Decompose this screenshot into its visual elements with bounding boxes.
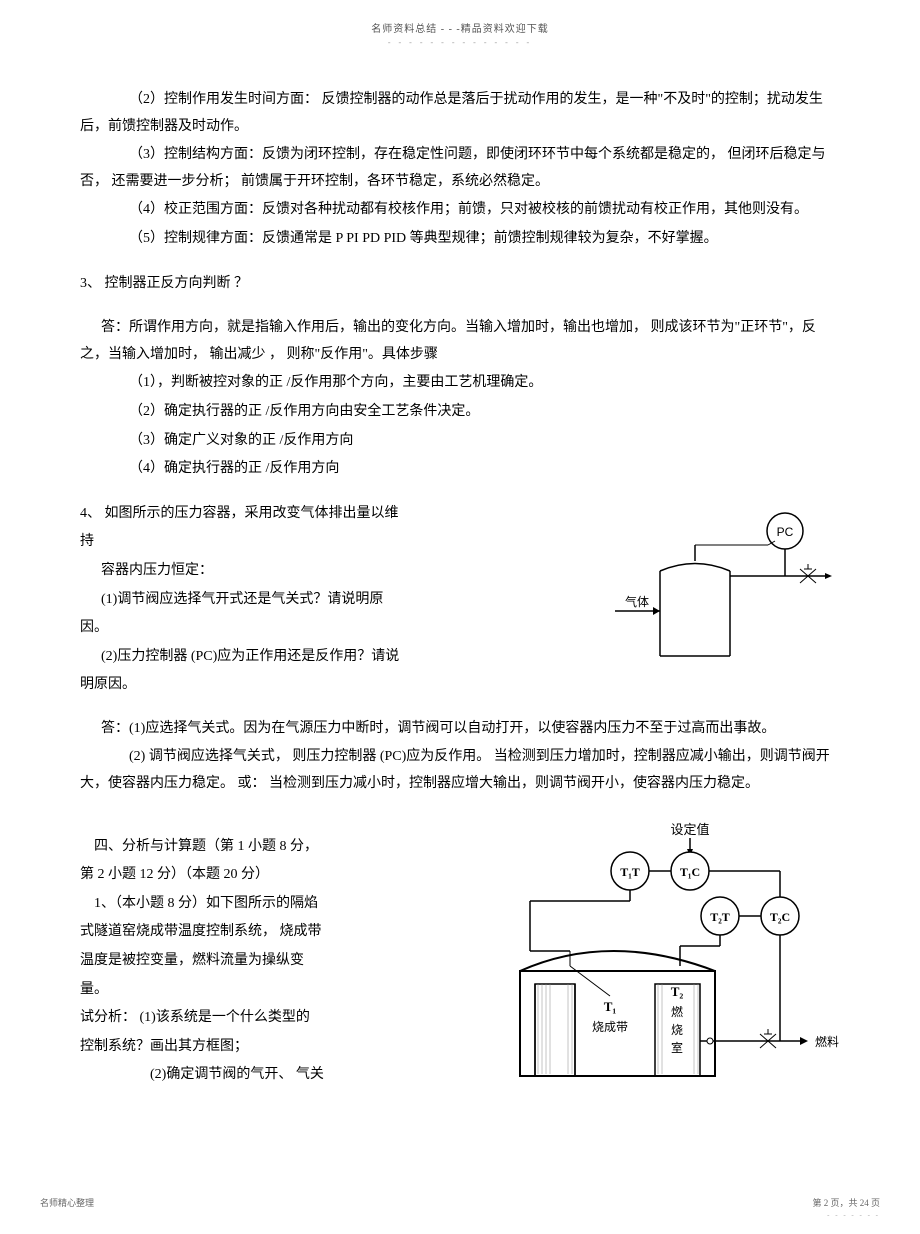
q4-line3: (1)调节阀应选择气开式还是气关式？请说明原	[80, 587, 580, 614]
main-content: （2）控制作用发生时间方面： 反馈控制器的动作总是落后于扰动作用的发生，是一种"…	[80, 87, 840, 1106]
calc-title1: 四、分析与计算题（第 1 小题 8 分，	[80, 834, 450, 861]
calc-q1c: 温度是被控变量，燃料流量为操纵变	[80, 948, 450, 975]
calc-q1e: 试分析： (1)该系统是一个什么类型的	[80, 1005, 450, 1032]
para-2: （2）控制作用发生时间方面： 反馈控制器的动作总是落后于扰动作用的发生，是一种"…	[80, 87, 840, 140]
calc-q1b: 式隧道窑烧成带温度控制系统， 烧成带	[80, 919, 450, 946]
zone1-label: 烧成带	[592, 1020, 628, 1034]
zone2a: 燃	[671, 1004, 683, 1019]
footer-right: 第 2 页，共 24 页	[812, 1196, 880, 1209]
t1c-label: T₁C	[680, 865, 700, 879]
q4-figure: PC 气体	[590, 501, 840, 682]
t2t-label: T₂T	[710, 910, 730, 924]
calc-title2: 第 2 小题 12 分）（本题 20 分）	[80, 862, 450, 889]
q4-line1: 4、 如图所示的压力容器，采用改变气体排出量以维	[80, 501, 580, 528]
pc-label: PC	[777, 525, 794, 539]
zone2c: 室	[671, 1040, 683, 1055]
footer-dots: - - - - - - -	[827, 1211, 880, 1219]
q4-line1b: 持	[80, 529, 580, 556]
header-dots: - - - - - - - - - - - - - -	[80, 38, 840, 47]
q4-ans2: (2) 调节阀应选择气关式， 则压力控制器 (PC)应为反作用。 当检测到压力增…	[80, 744, 840, 797]
t2c-label: T₂C	[770, 910, 790, 924]
q4-line3b: 因。	[80, 615, 580, 642]
calc-q1d: 量。	[80, 977, 450, 1004]
q3-answer: 答：所谓作用方向，就是指输入作用后，输出的变化方向。当输入增加时，输出也增加， …	[80, 315, 840, 368]
q4-text: 4、 如图所示的压力容器，采用改变气体排出量以维 持 容器内压力恒定： (1)调…	[80, 501, 580, 701]
calc-text: 四、分析与计算题（第 1 小题 8 分， 第 2 小题 12 分）（本题 20 …	[80, 816, 450, 1091]
q3-title: 3、 控制器正反方向判断 ？	[80, 271, 840, 298]
calc-figure: 设定值 T₁T T₁C T₂T T₂C	[460, 816, 840, 1107]
footer-left: 名师精心整理	[40, 1196, 94, 1209]
zone2b: 烧	[671, 1023, 683, 1037]
q3-s3: （3）确定广义对象的正 /反作用方向	[80, 428, 840, 455]
gas-label: 气体	[625, 594, 649, 609]
q4-line4b: 明原因。	[80, 672, 580, 699]
q4-section: 4、 如图所示的压力容器，采用改变气体排出量以维 持 容器内压力恒定： (1)调…	[80, 501, 840, 701]
t2-label: T₂	[671, 984, 684, 999]
calc-q1g: (2)确定调节阀的气开、 气关	[80, 1062, 450, 1089]
t1-label: T₁	[604, 999, 617, 1014]
calc-q1a: 1、（本小题 8 分）如下图所示的隔焰	[80, 891, 450, 918]
fuel-label: 燃料	[815, 1034, 839, 1049]
calc-section: 四、分析与计算题（第 1 小题 8 分， 第 2 小题 12 分）（本题 20 …	[80, 816, 840, 1107]
para-5: （5）控制规律方面：反馈通常是 P PI PD PID 等典型规律；前馈控制规律…	[80, 226, 840, 253]
q4-line4: (2)压力控制器 (PC)应为正作用还是反作用？请说	[80, 644, 580, 671]
q4-line2: 容器内压力恒定：	[80, 558, 580, 585]
q3-s2: （2）确定执行器的正 /反作用方向由安全工艺条件决定。	[80, 399, 840, 426]
calc-q1f: 控制系统？画出其方框图；	[80, 1034, 450, 1061]
t1t-label: T₁T	[620, 865, 640, 879]
q4-ans1: 答：(1)应选择气关式。因为在气源压力中断时，调节阀可以自动打开，以使容器内压力…	[80, 716, 840, 743]
setpoint-label: 设定值	[670, 822, 709, 837]
para-3: （3）控制结构方面：反馈为闭环控制，存在稳定性问题，即使闭环环节中每个系统都是稳…	[80, 142, 840, 195]
para-4: （4）校正范围方面：反馈对各种扰动都有校核作用；前馈，只对被校核的前馈扰动有校正…	[80, 197, 840, 224]
q3-s4: （4）确定执行器的正 /反作用方向	[80, 456, 840, 483]
q3-s1: （1），判断被控对象的正 /反作用那个方向，主要由工艺机理确定。	[80, 370, 840, 397]
header-text: 名师资料总结 - - -精品资料欢迎下载	[80, 20, 840, 35]
